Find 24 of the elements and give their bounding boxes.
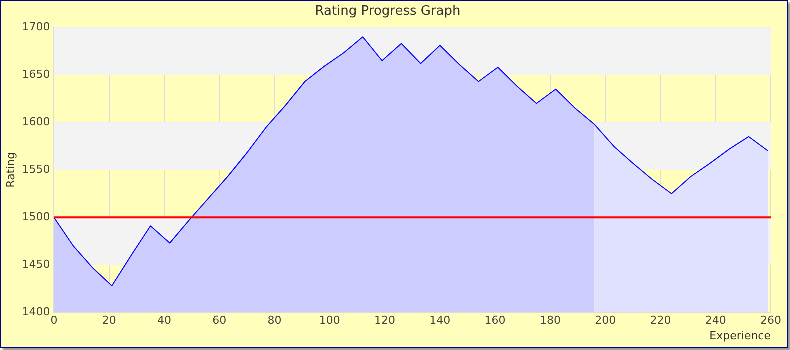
- y-tick-label: 1500: [22, 210, 50, 224]
- x-tick-label: 160: [484, 314, 506, 328]
- y-tick-label: 1650: [22, 68, 50, 81]
- y-tick-label: 1450: [22, 258, 50, 271]
- x-tick-label: 140: [430, 314, 451, 328]
- y-tick-label: 1600: [22, 115, 50, 128]
- x-tick-label: 180: [540, 314, 561, 328]
- x-tick-label: 60: [212, 314, 227, 328]
- x-tick-label: 20: [102, 314, 116, 328]
- x-tick-label: 120: [374, 314, 396, 328]
- y-tick-label: 1550: [22, 162, 50, 176]
- x-tick-label: 100: [319, 314, 340, 328]
- x-tick-label: 200: [595, 314, 616, 328]
- x-tick-label: 40: [157, 314, 172, 328]
- x-tick-label: 80: [268, 314, 282, 328]
- x-tick-label: 240: [705, 314, 726, 328]
- chart-title: Rating Progress Graph: [315, 4, 461, 20]
- y-axis-title: Rating: [4, 152, 18, 188]
- x-tick-label: 0: [50, 314, 58, 328]
- x-tick-label: 220: [650, 314, 672, 328]
- x-tick-label: 260: [760, 314, 782, 328]
- y-tick-label: 1400: [22, 305, 50, 318]
- x-axis-title: Experience: [710, 329, 772, 342]
- y-tick-label: 1700: [22, 20, 50, 34]
